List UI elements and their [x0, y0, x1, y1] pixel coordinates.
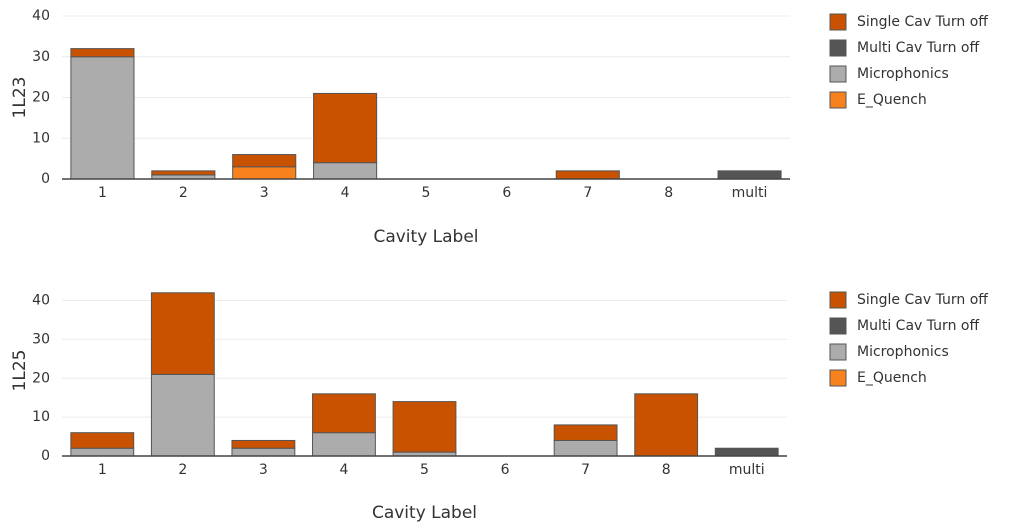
y-axis-title: 1L25: [10, 350, 30, 392]
bar-segment: [553, 439, 618, 457]
legend-swatch: [829, 65, 847, 83]
x-tick-label: 1: [98, 185, 107, 201]
bar-segment: [70, 48, 135, 58]
x-tick-label: multi: [729, 462, 765, 478]
x-tick-label: 3: [260, 185, 269, 201]
y-tick-label: 20: [32, 90, 50, 106]
x-tick-label: 6: [502, 185, 511, 201]
y-tick-label: 30: [32, 49, 50, 65]
legend-swatch: [829, 291, 847, 309]
x-tick-label: 4: [341, 185, 350, 201]
legend-label: Single Cav Turn off: [857, 292, 988, 308]
legend-swatch: [829, 13, 847, 31]
x-axis-title: Cavity Label: [373, 227, 478, 247]
bar-segment: [717, 170, 782, 180]
x-tick-label: 2: [178, 462, 187, 478]
y-tick-label: 20: [32, 370, 50, 386]
legend-swatch: [829, 91, 847, 109]
bar-segment: [231, 439, 296, 449]
x-tick-label: 3: [259, 462, 268, 478]
legend-swatch: [829, 317, 847, 335]
legend-label: E_Quench: [857, 370, 927, 386]
bar-segment: [634, 393, 699, 457]
y-tick-label: 30: [32, 331, 50, 347]
bar-segment: [312, 432, 376, 457]
bar-segment: [70, 447, 135, 457]
legend-swatch: [829, 343, 847, 361]
x-tick-label: 5: [420, 462, 429, 478]
x-tick-label: 5: [422, 185, 431, 201]
bar-segment: [392, 401, 457, 453]
x-tick-label: 8: [664, 185, 673, 201]
y-tick-label: 0: [41, 171, 50, 187]
bar-segment: [151, 170, 216, 176]
y-tick-label: 0: [41, 448, 50, 464]
bar-segment: [231, 447, 296, 457]
legend-label: Microphonics: [857, 344, 949, 360]
bar-segment: [312, 393, 376, 434]
legend-label: Single Cav Turn off: [857, 14, 988, 30]
x-tick-label: 2: [179, 185, 188, 201]
bar-segment: [150, 373, 215, 457]
x-tick-label: 1: [98, 462, 107, 478]
x-tick-label: multi: [732, 185, 768, 201]
x-tick-label: 8: [662, 462, 671, 478]
y-tick-label: 40: [32, 293, 50, 309]
bar-segment: [70, 56, 135, 180]
legend-label: Microphonics: [857, 66, 949, 82]
bar-segment: [313, 162, 378, 180]
x-tick-label: 6: [501, 462, 510, 478]
x-tick-label: 4: [339, 462, 348, 478]
bar-segment: [313, 92, 378, 164]
legend-label: Multi Cav Turn off: [857, 318, 979, 334]
y-tick-label: 40: [32, 8, 50, 24]
legend-label: E_Quench: [857, 92, 927, 108]
legend-label: Multi Cav Turn off: [857, 40, 979, 56]
y-tick-label: 10: [32, 409, 50, 425]
bar-segment: [232, 154, 297, 168]
legend-swatch: [829, 369, 847, 387]
bar-segment: [714, 447, 779, 457]
legend-swatch: [829, 39, 847, 57]
x-axis-title: Cavity Label: [372, 503, 477, 523]
x-tick-label: 7: [581, 462, 590, 478]
bar-segment: [232, 166, 297, 180]
bar-segment: [555, 170, 620, 180]
bar-segment: [70, 432, 135, 449]
x-tick-label: 7: [583, 185, 592, 201]
bar-segment: [150, 292, 215, 375]
bar-segment: [553, 424, 618, 441]
y-axis-title: 1L23: [10, 77, 30, 119]
y-tick-label: 10: [32, 130, 50, 146]
